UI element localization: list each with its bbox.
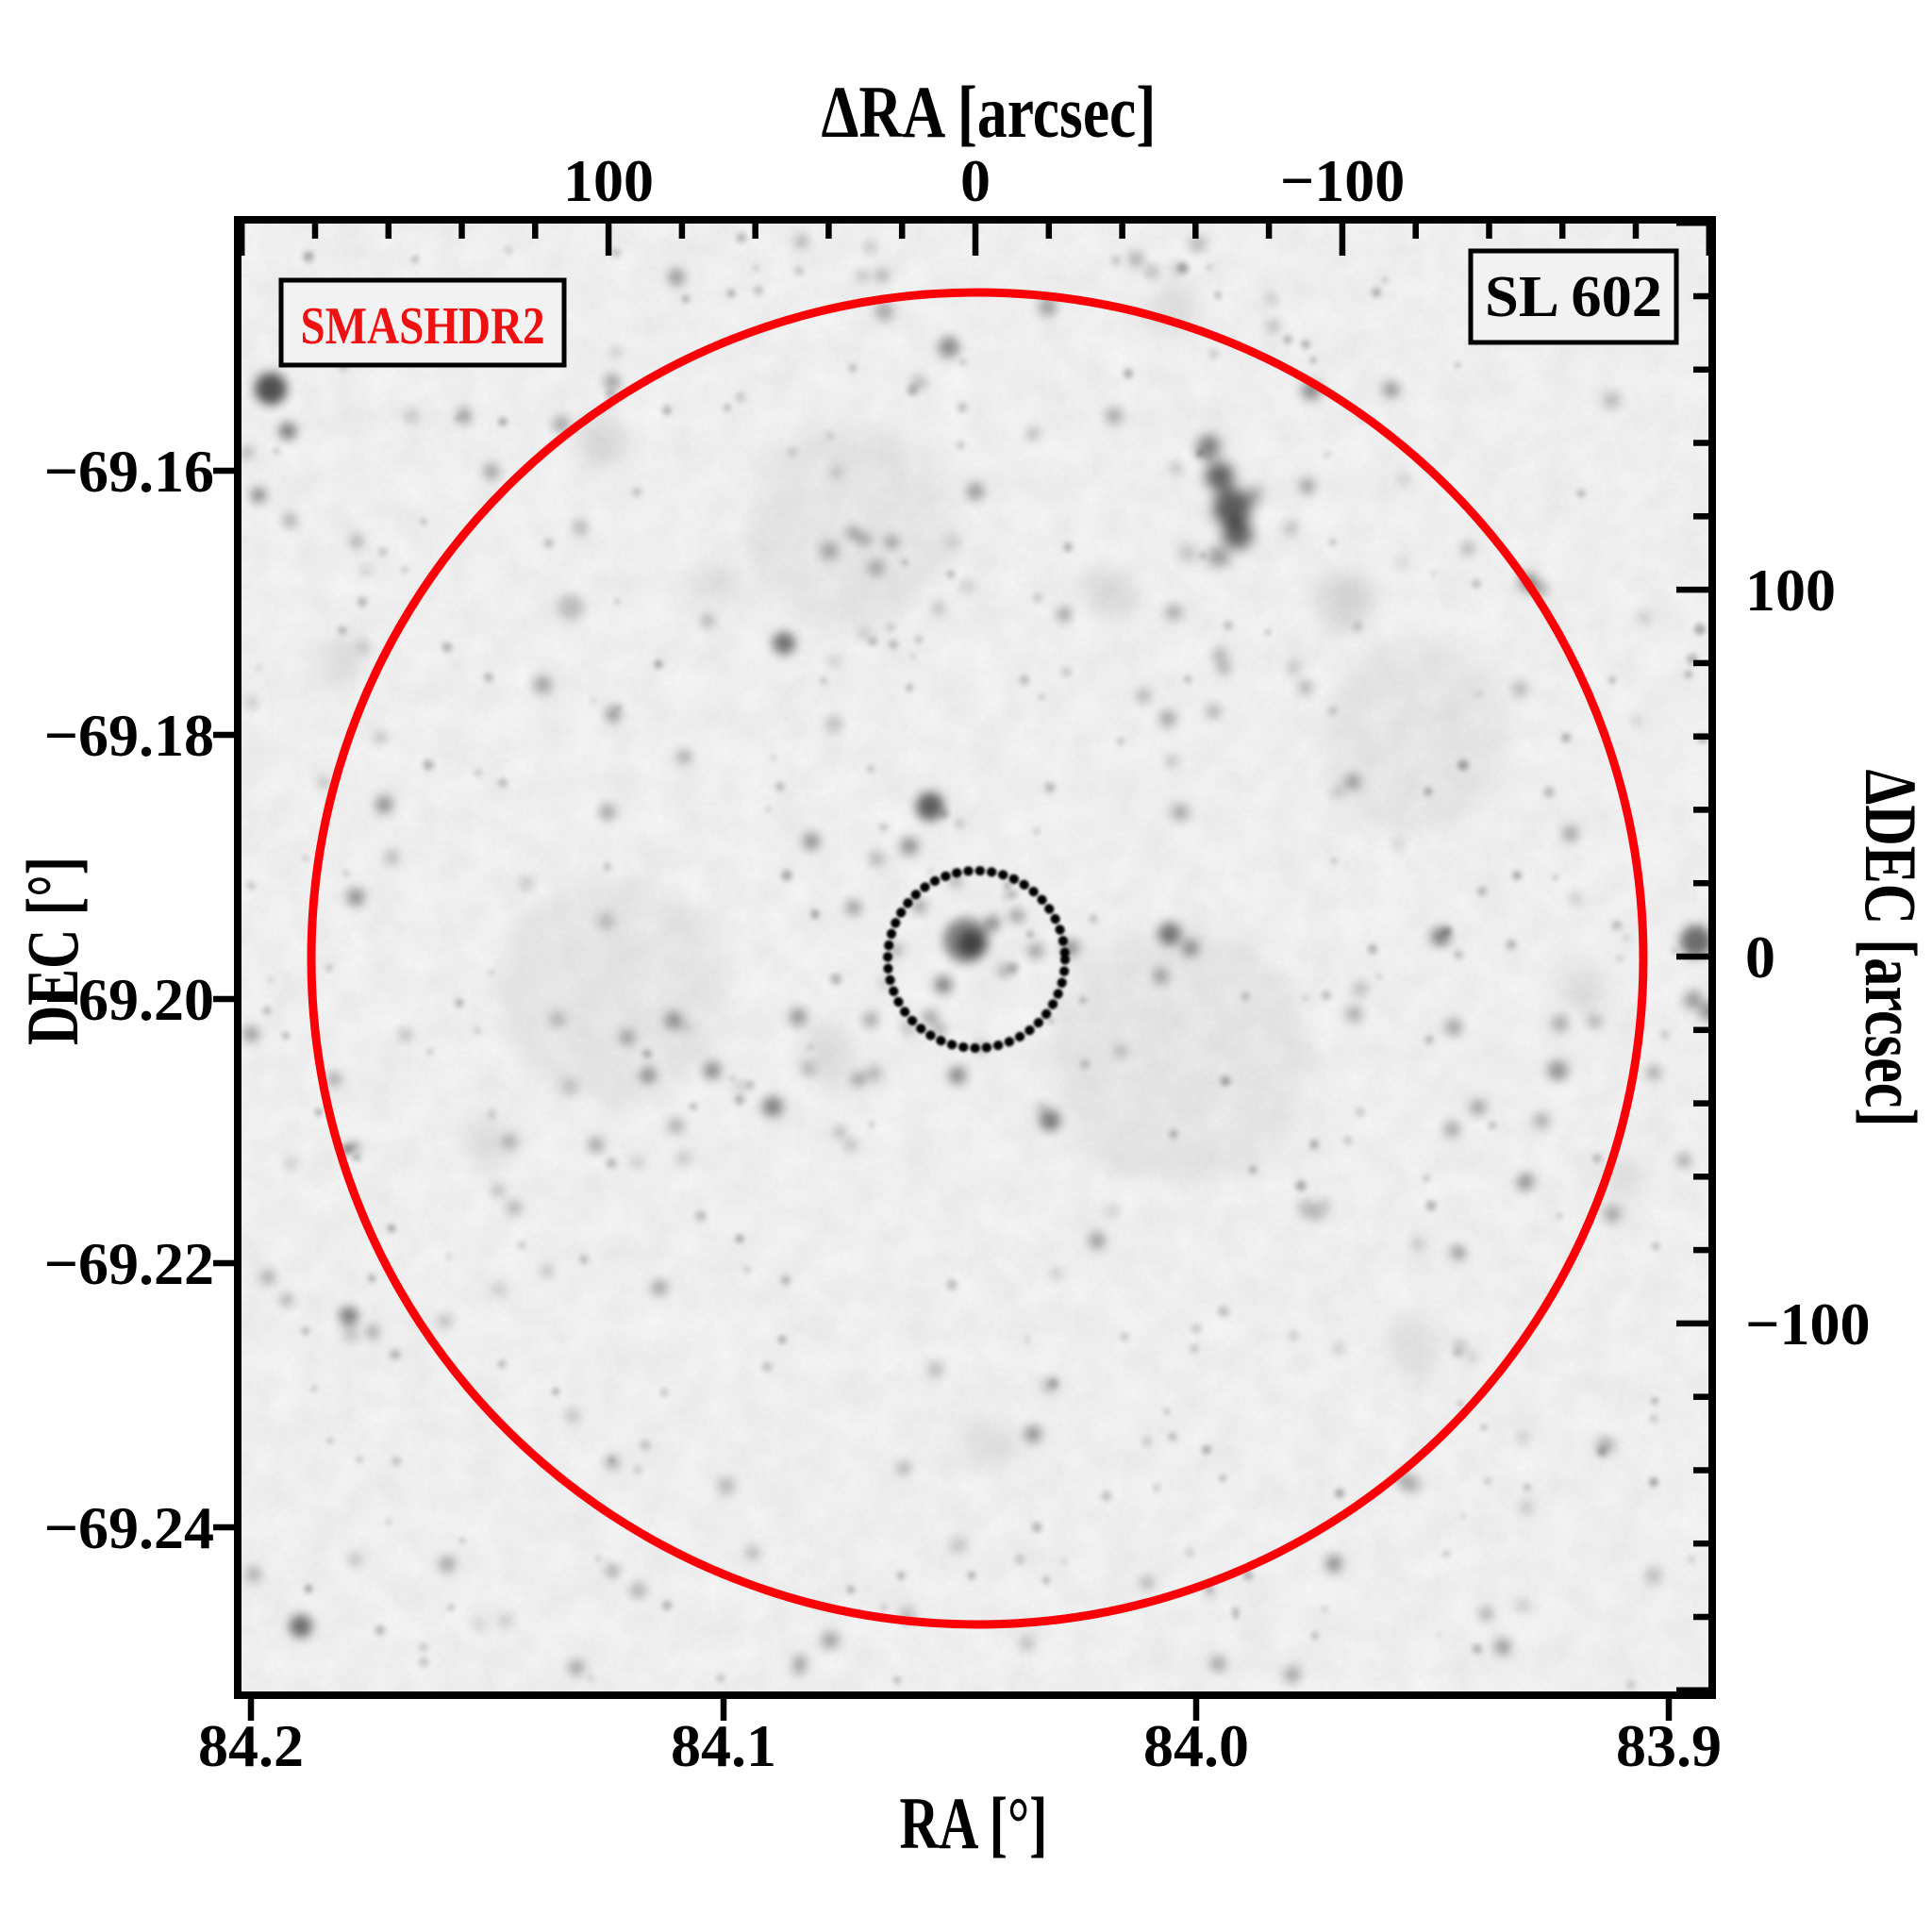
svg-text:−69.22: −69.22: [44, 1230, 214, 1297]
svg-text:−69.16: −69.16: [44, 438, 214, 505]
svg-text:0: 0: [960, 147, 991, 214]
svg-text:84.2: 84.2: [198, 1712, 304, 1779]
svg-text:SL 602: SL 602: [1485, 265, 1662, 329]
svg-text:ΔDEC [arcsec]: ΔDEC [arcsec]: [1850, 770, 1932, 1127]
svg-text:RA [°]: RA [°]: [900, 1782, 1048, 1864]
svg-text:84.1: 84.1: [671, 1712, 776, 1779]
svg-text:0: 0: [1745, 924, 1775, 991]
svg-text:DEC [°]: DEC [°]: [11, 857, 93, 1045]
svg-text:−69.18: −69.18: [44, 702, 214, 769]
svg-text:ΔRA [arcsec]: ΔRA [arcsec]: [822, 71, 1157, 153]
svg-text:−69.20: −69.20: [44, 966, 214, 1033]
svg-text:100: 100: [563, 147, 654, 214]
svg-text:−100: −100: [1745, 1291, 1870, 1357]
svg-text:84.0: 84.0: [1143, 1712, 1249, 1779]
svg-text:83.9: 83.9: [1616, 1712, 1722, 1779]
svg-text:100: 100: [1745, 557, 1836, 624]
svg-text:SMASHDR2: SMASHDR2: [301, 297, 545, 356]
svg-text:−69.24: −69.24: [44, 1494, 214, 1561]
svg-text:−100: −100: [1280, 147, 1405, 214]
